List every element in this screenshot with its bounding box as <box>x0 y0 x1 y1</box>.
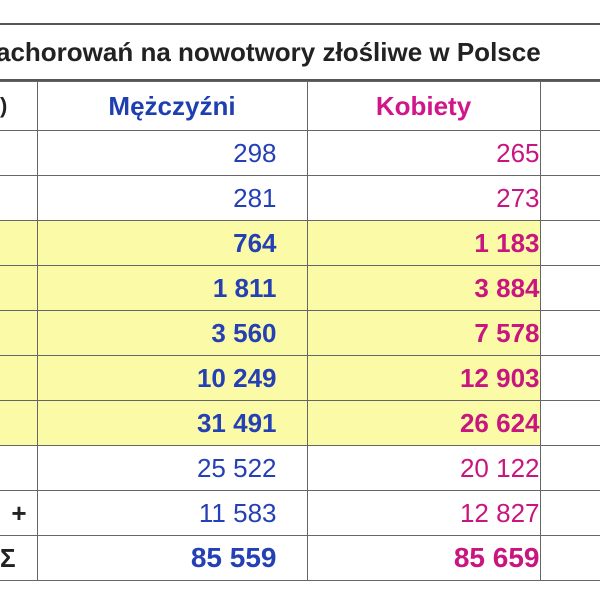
empty-cell <box>539 175 600 221</box>
table-row: 298 265 <box>0 130 600 176</box>
empty-cell <box>539 400 600 446</box>
women-value: 7 578 <box>306 310 541 356</box>
title-bar: achorowań na nowotwory złośliwe w Polsce <box>0 23 600 81</box>
row-label <box>0 355 38 401</box>
women-value: 20 122 <box>306 445 541 491</box>
row-label <box>0 130 38 176</box>
row-label <box>0 445 38 491</box>
men-value: 10 249 <box>36 355 308 401</box>
empty-cell <box>539 310 600 356</box>
row-label <box>0 400 38 446</box>
women-value: 3 884 <box>306 265 541 311</box>
empty-cell <box>539 445 600 491</box>
women-value: 12 903 <box>306 355 541 401</box>
women-value: 265 <box>306 130 541 176</box>
empty-cell <box>539 355 600 401</box>
row-label <box>0 310 38 356</box>
women-value: 12 827 <box>306 490 541 536</box>
row-label: + <box>0 490 38 536</box>
table-row: 1 811 3 884 <box>0 265 600 311</box>
incidence-table: ) Mężczyźni Kobiety 298 265 281 273 764 1 183… <box>0 81 600 581</box>
empty-cell <box>539 535 600 581</box>
men-value: 25 522 <box>36 445 308 491</box>
empty-cell <box>539 130 600 176</box>
men-value: 3 560 <box>36 310 308 356</box>
row-label: Σ <box>0 535 38 581</box>
table-row: 281 273 <box>0 175 600 221</box>
men-value: 281 <box>36 175 308 221</box>
men-value: 764 <box>36 220 308 266</box>
header-row: ) Mężczyźni Kobiety <box>0 81 600 131</box>
table-row: 764 1 183 <box>0 220 600 266</box>
table-title: achorowań na nowotwory złośliwe w Polsce <box>0 37 541 67</box>
header-label-fragment: ) <box>0 81 38 131</box>
table-row: 25 522 20 122 <box>0 445 600 491</box>
table-row: 3 560 7 578 <box>0 310 600 356</box>
table-row: 31 491 26 624 <box>0 400 600 446</box>
men-value: 1 811 <box>36 265 308 311</box>
header-men: Mężczyźni <box>36 81 308 131</box>
table-row: +11 583 12 827 <box>0 490 600 536</box>
women-value: 85 659 <box>306 535 541 581</box>
empty-cell <box>539 490 600 536</box>
row-label <box>0 265 38 311</box>
women-value: 26 624 <box>306 400 541 446</box>
row-label <box>0 175 38 221</box>
women-value: 1 183 <box>306 220 541 266</box>
men-value: 85 559 <box>36 535 308 581</box>
row-label <box>0 220 38 266</box>
men-value: 31 491 <box>36 400 308 446</box>
men-value: 11 583 <box>36 490 308 536</box>
header-women: Kobiety <box>306 81 541 131</box>
men-value: 298 <box>36 130 308 176</box>
header-empty-cell <box>539 81 600 131</box>
empty-cell <box>539 265 600 311</box>
empty-cell <box>539 220 600 266</box>
total-row: Σ 85 559 85 659 <box>0 535 600 581</box>
table-row: 10 249 12 903 <box>0 355 600 401</box>
women-value: 273 <box>306 175 541 221</box>
